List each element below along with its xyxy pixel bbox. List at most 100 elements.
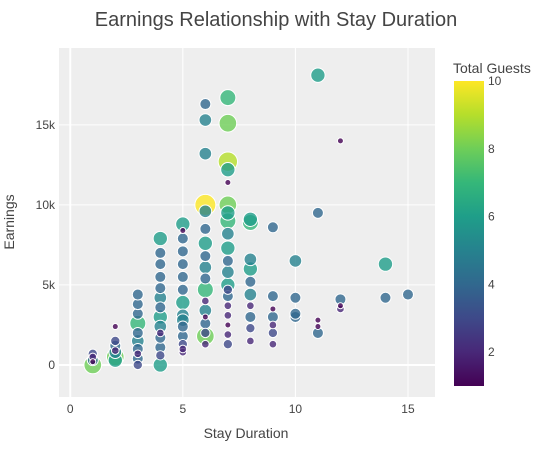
data-point [176,258,189,271]
colorbar-ticks: 2 4 6 8 10 [488,74,502,359]
data-point [154,301,167,314]
colorbar-title: Total Guests [453,60,531,76]
data-point [89,358,97,366]
data-point [401,288,414,301]
data-point [201,313,209,321]
data-point [242,211,259,227]
data-point [176,270,189,283]
data-point [222,284,234,295]
data-point [220,240,236,256]
data-point [223,301,233,311]
colorbar-tick-label: 4 [488,277,495,291]
data-point [223,330,233,339]
data-point [289,291,302,304]
x-axis-ticks: 0 5 10 15 [67,402,415,416]
data-point [336,302,344,310]
y-tick-label: 15k [36,118,56,132]
data-point [220,205,236,221]
data-point [246,336,255,346]
data-point [244,310,257,323]
data-point [244,275,257,288]
data-point [266,290,279,303]
data-point [223,311,233,320]
data-point [198,204,213,219]
y-axis-ticks: 0 5k 10k 15k [36,118,56,372]
data-point [110,335,121,347]
data-point [245,322,256,334]
data-point [176,320,189,333]
colorbar-tick-label: 8 [488,142,495,156]
data-point [221,226,235,241]
data-point [175,294,191,311]
data-point [176,245,189,258]
x-tick-label: 0 [67,402,74,416]
data-point [201,339,210,349]
data-point [268,339,278,349]
data-point [198,146,213,161]
data-point [199,250,212,263]
data-point [311,206,324,219]
data-point [154,258,167,271]
data-point [314,316,322,324]
data-point [224,321,232,329]
data-point [198,260,213,275]
data-point [199,98,212,111]
data-point [314,323,322,331]
data-point [243,252,258,267]
x-tick-label: 5 [179,402,186,416]
data-point [269,305,277,313]
data-point [199,272,212,285]
data-point [155,350,166,361]
data-point [178,344,188,354]
data-point [379,291,392,304]
data-point [221,265,235,279]
data-point [220,161,236,178]
data-point [310,67,326,83]
data-point [152,230,168,247]
data-point [246,301,255,311]
x-axis-label: Stay Duration [204,425,289,441]
data-point [224,178,232,186]
data-point [268,320,278,330]
data-point [154,270,167,283]
data-point [111,323,119,331]
data-point [132,359,143,371]
chart-title: Earnings Relationship with Stay Duration [95,9,457,31]
data-points [83,67,414,375]
data-point [179,227,187,235]
data-point [176,283,189,296]
y-axis-label: Earnings [1,194,17,249]
data-point [131,326,144,339]
data-point [154,246,167,259]
y-tick-label: 10k [36,198,56,212]
y-tick-label: 5k [42,278,56,292]
data-point [377,256,394,272]
data-point [219,89,237,107]
x-tick-label: 15 [401,402,415,416]
y-tick-label: 0 [48,358,55,372]
data-point [133,349,143,359]
colorbar-tick-label: 2 [488,345,495,359]
data-point [222,338,234,350]
data-point [155,328,165,338]
data-point [154,282,167,295]
data-point [201,296,210,306]
colorbar [454,81,484,386]
data-point [199,222,212,235]
x-tick-label: 10 [289,402,303,416]
data-point [176,232,189,245]
data-point [288,254,303,268]
data-point [289,307,302,320]
data-point [218,113,238,133]
data-point [221,254,234,267]
data-point [200,327,211,339]
colorbar-tick-label: 6 [488,210,495,224]
colorbar-tick-label: 10 [488,74,502,88]
data-point [198,113,213,127]
data-point [336,137,344,145]
data-point [131,288,144,301]
data-point [266,221,279,234]
data-point [110,346,120,355]
